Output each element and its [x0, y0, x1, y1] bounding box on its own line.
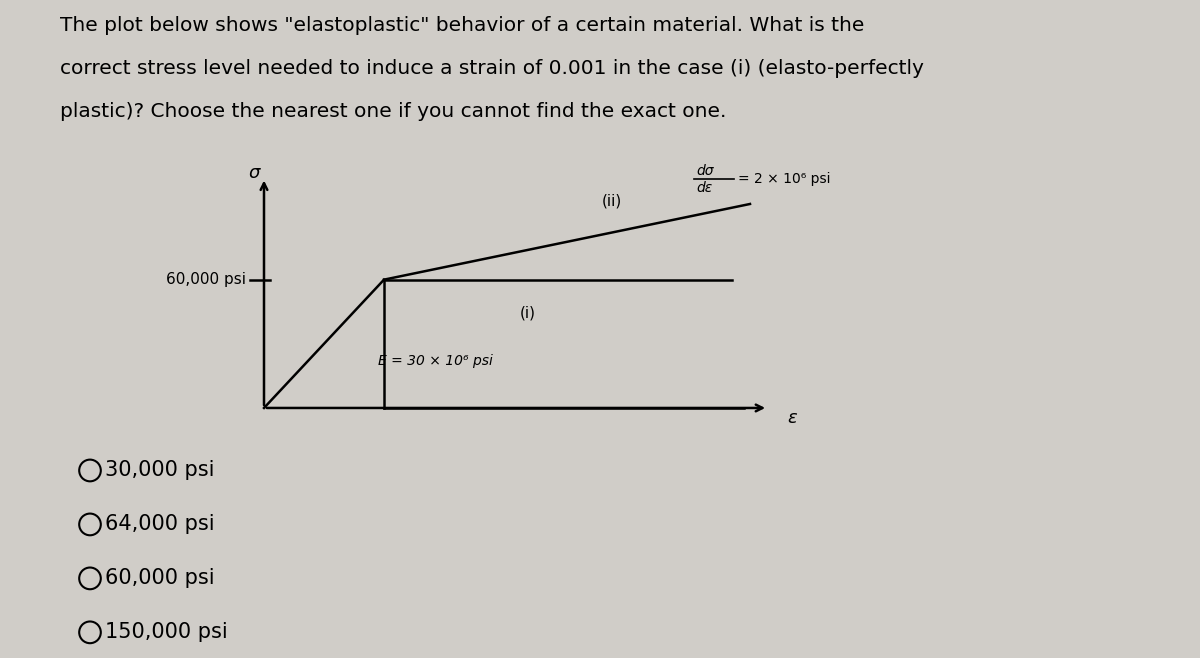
- Text: dσ: dσ: [696, 164, 714, 178]
- Text: ε: ε: [787, 409, 797, 427]
- Text: The plot below shows "elastoplastic" behavior of a certain material. What is the: The plot below shows "elastoplastic" beh…: [60, 16, 864, 36]
- Text: 60,000 psi: 60,000 psi: [166, 272, 246, 287]
- Text: (ii): (ii): [602, 193, 622, 208]
- Text: 30,000 psi: 30,000 psi: [106, 461, 215, 480]
- Text: 64,000 psi: 64,000 psi: [106, 515, 215, 534]
- Text: plastic)? Choose the nearest one if you cannot find the exact one.: plastic)? Choose the nearest one if you …: [60, 102, 726, 121]
- Text: correct stress level needed to induce a strain of 0.001 in the case (i) (elasto-: correct stress level needed to induce a …: [60, 59, 924, 78]
- Text: E = 30 × 10⁶ psi: E = 30 × 10⁶ psi: [378, 355, 493, 368]
- Text: = 2 × 10⁶ psi: = 2 × 10⁶ psi: [738, 172, 830, 186]
- Text: (i): (i): [520, 305, 536, 320]
- Text: 150,000 psi: 150,000 psi: [106, 622, 228, 642]
- Text: dε: dε: [696, 181, 713, 195]
- Text: 60,000 psi: 60,000 psi: [106, 569, 215, 588]
- Text: σ: σ: [248, 164, 260, 182]
